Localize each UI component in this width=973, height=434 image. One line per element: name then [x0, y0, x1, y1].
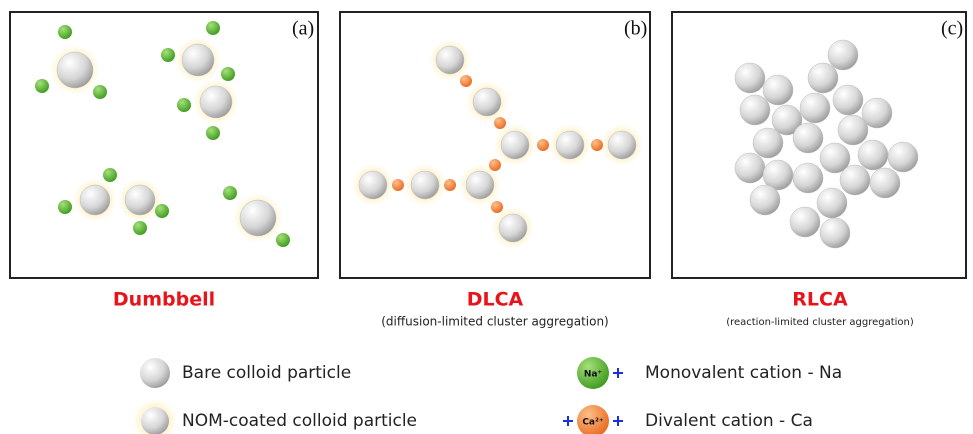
- colloid-particle: [817, 188, 847, 218]
- colloid-particle: [808, 63, 838, 93]
- colloid-particle: [466, 171, 494, 199]
- legend-text: Monovalent cation - Na: [645, 363, 842, 383]
- cation: [591, 139, 603, 151]
- colloid-particle: [840, 165, 870, 195]
- cation: [58, 200, 72, 214]
- figure: (a) (b) (c) Dumbbell DLCA (diffusion-lim…: [0, 0, 973, 434]
- colloid-particle: [828, 40, 858, 70]
- legend-nom: [141, 407, 169, 434]
- panel-subtitle: (reaction-limited cluster aggregation): [726, 317, 914, 328]
- colloid-particle: [501, 131, 529, 159]
- colloid-particle: [499, 214, 527, 242]
- cation: [58, 25, 72, 39]
- colloid-particle: [740, 95, 770, 125]
- colloid-particle: [125, 185, 155, 215]
- panel-label: (c): [941, 18, 963, 40]
- cation: [444, 179, 456, 191]
- legend-ion-label: Na⁺: [584, 370, 603, 380]
- cation: [460, 75, 472, 87]
- colloid-particle: [411, 171, 439, 199]
- colloid-particle: [240, 200, 276, 236]
- cation: [494, 117, 506, 129]
- colloid-particle: [556, 131, 584, 159]
- panel-title: Dumbbell: [113, 289, 215, 311]
- colloid-particle: [858, 140, 888, 170]
- colloid-particle: [735, 153, 765, 183]
- panel-title: RLCA: [792, 289, 848, 311]
- cation: [161, 48, 175, 62]
- panel-label: (b): [624, 18, 647, 40]
- legend-text: Divalent cation - Ca: [645, 411, 813, 431]
- cation: [93, 85, 107, 99]
- panel-subtitle: (diffusion-limited cluster aggregation): [381, 315, 608, 329]
- cation: [537, 139, 549, 151]
- cation: [177, 98, 191, 112]
- cation: [35, 79, 49, 93]
- colloid-particle: [763, 75, 793, 105]
- cation: [206, 126, 220, 140]
- colloid-particle: [793, 123, 823, 153]
- colloid-particle: [436, 46, 464, 74]
- panel-title: DLCA: [467, 289, 524, 311]
- colloid-particle: [608, 131, 636, 159]
- legend-bare: [140, 358, 170, 388]
- legend-text: NOM-coated colloid particle: [182, 411, 417, 431]
- colloid-particle: [750, 185, 780, 215]
- cation: [223, 186, 237, 200]
- colloid-particle: [80, 185, 110, 215]
- colloid-particle: [800, 93, 830, 123]
- colloid-particle: [793, 163, 823, 193]
- legend-ion-label: Ca²⁺: [582, 418, 604, 428]
- colloid-particle: [838, 115, 868, 145]
- cation: [103, 168, 117, 182]
- colloid-particle: [888, 142, 918, 172]
- cation: [155, 204, 169, 218]
- cation: [276, 233, 290, 247]
- colloid-particle: [735, 63, 765, 93]
- cation: [392, 179, 404, 191]
- colloid-particle: [200, 86, 232, 118]
- colloid-particle: [790, 207, 820, 237]
- colloid-particle: [833, 85, 863, 115]
- panel-label: (a): [292, 18, 314, 40]
- colloid-particle: [820, 218, 850, 248]
- colloid-particle: [753, 128, 783, 158]
- particles: [35, 21, 918, 249]
- legend-text: Bare colloid particle: [182, 363, 351, 383]
- cation: [206, 21, 220, 35]
- colloid-particle: [870, 168, 900, 198]
- colloid-particle: [57, 52, 93, 88]
- colloid-particle: [182, 44, 214, 76]
- colloid-particle: [473, 88, 501, 116]
- cation: [221, 67, 235, 81]
- cation: [491, 201, 503, 213]
- cation: [133, 221, 147, 235]
- cation: [489, 159, 501, 171]
- colloid-particle: [359, 171, 387, 199]
